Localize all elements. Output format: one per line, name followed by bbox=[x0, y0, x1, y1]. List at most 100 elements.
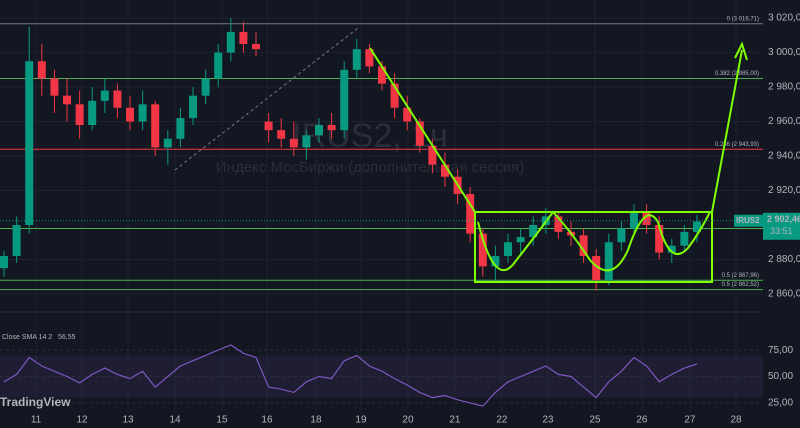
candle-body bbox=[138, 104, 147, 122]
candle-body bbox=[516, 237, 525, 243]
rsi-last: 56,55 bbox=[58, 334, 76, 341]
candle-body bbox=[302, 135, 311, 148]
fib-label: 0.5 (2 867,96) bbox=[722, 273, 759, 279]
arrow-head bbox=[734, 41, 748, 61]
candle-body bbox=[201, 78, 210, 96]
drawn-curve bbox=[477, 210, 711, 272]
x-tick-label: 20 bbox=[402, 415, 414, 426]
candle-body bbox=[327, 125, 336, 131]
candle-body bbox=[75, 104, 84, 125]
candle-body bbox=[88, 100, 97, 125]
symbol-label: IRUS2 bbox=[736, 216, 760, 225]
x-tick-label: 11 bbox=[31, 415, 42, 426]
x-tick-label: 23 bbox=[542, 415, 554, 426]
x-tick-label: 13 bbox=[122, 415, 134, 426]
candle-body bbox=[692, 221, 701, 232]
countdown: 33:51 bbox=[770, 226, 793, 236]
candle-body bbox=[315, 125, 324, 136]
candle-body bbox=[289, 138, 298, 148]
logo: TradingView bbox=[0, 395, 71, 409]
y-tick-label: 3 020,00 bbox=[768, 13, 800, 24]
x-tick-label: 19 bbox=[355, 415, 367, 426]
fib-label: 0 (3 016,71) bbox=[727, 16, 759, 22]
candle-body bbox=[554, 216, 563, 232]
candle-body bbox=[163, 138, 172, 148]
x-tick-label: 27 bbox=[684, 415, 696, 426]
candle-body bbox=[126, 107, 135, 122]
candle-body bbox=[0, 256, 9, 269]
candle-body bbox=[252, 43, 261, 50]
x-tick-label: 21 bbox=[449, 415, 461, 426]
candle-body bbox=[277, 130, 286, 139]
x-tick-label: 14 bbox=[169, 415, 181, 426]
y-tick-label: 2 980,00 bbox=[768, 82, 800, 93]
rsi-tick-label: 50,00 bbox=[768, 371, 793, 382]
rsi-line bbox=[3, 344, 698, 407]
candle-body bbox=[592, 256, 601, 281]
x-tick-label: 18 bbox=[310, 415, 322, 426]
candle-body bbox=[50, 78, 59, 96]
y-tick-label: 2 960,00 bbox=[768, 116, 800, 127]
candle-body bbox=[189, 95, 198, 119]
rsi-tick-label: 75,00 bbox=[768, 345, 793, 356]
candle-body bbox=[113, 90, 122, 108]
candle-body bbox=[428, 145, 437, 165]
y-tick-label: 2 860,00 bbox=[768, 289, 800, 300]
price-label: 2 902,46 bbox=[767, 214, 800, 224]
candle-body bbox=[226, 31, 235, 53]
candle-body bbox=[478, 233, 487, 267]
x-tick-label: 26 bbox=[636, 415, 648, 426]
y-tick-label: 2 940,00 bbox=[768, 151, 800, 162]
drawn-arrow bbox=[711, 49, 743, 213]
price-badge bbox=[763, 212, 800, 240]
rsi-label: Close SMA 14 2 bbox=[2, 334, 52, 341]
candle-body bbox=[440, 164, 449, 177]
y-tick-label: 3 000,00 bbox=[768, 47, 800, 58]
annotations bbox=[369, 41, 748, 283]
candle-body bbox=[529, 225, 538, 238]
candle-body bbox=[214, 52, 223, 79]
x-tick-label: 15 bbox=[216, 415, 228, 426]
candle-body bbox=[176, 118, 185, 139]
candle-body bbox=[491, 256, 500, 267]
candle-body bbox=[100, 90, 109, 101]
x-tick-label: 25 bbox=[589, 415, 601, 426]
candle-body bbox=[403, 107, 412, 122]
candle-body bbox=[378, 66, 387, 84]
x-tick-label: 12 bbox=[76, 415, 88, 426]
x-tick-label: 22 bbox=[496, 415, 508, 426]
candle-body bbox=[239, 31, 248, 44]
drawn-line bbox=[369, 47, 476, 213]
candle-body bbox=[680, 231, 689, 246]
candle-body bbox=[37, 61, 46, 79]
symbol-badge bbox=[734, 214, 763, 227]
candle-body bbox=[415, 121, 424, 146]
candle-body bbox=[604, 242, 613, 281]
candles bbox=[0, 18, 701, 291]
candle-body bbox=[25, 61, 34, 226]
candle-body bbox=[390, 83, 399, 108]
y-tick-label: 2 920,00 bbox=[768, 185, 800, 196]
candle-body bbox=[629, 211, 638, 229]
candle-body bbox=[642, 211, 651, 225]
candle-body bbox=[579, 235, 588, 257]
candle-body bbox=[63, 95, 72, 105]
candle-body bbox=[667, 245, 676, 253]
drawn-box bbox=[474, 211, 713, 283]
x-tick-label: 16 bbox=[261, 415, 273, 426]
watermark-subtitle: Индекс МосБиржи (дополнительная сессия) bbox=[216, 159, 524, 176]
y-tick-label: 2 880,00 bbox=[768, 254, 800, 265]
candle-body bbox=[12, 225, 21, 257]
fib-label: 0.236 (2 943,93) bbox=[715, 142, 759, 148]
candle-body bbox=[617, 228, 626, 243]
candle-body bbox=[466, 193, 475, 234]
candle-body bbox=[340, 69, 349, 131]
fib-label: 0.5 (2 862,52) bbox=[722, 282, 759, 288]
rsi-pane bbox=[0, 344, 763, 407]
x-tick-label: 28 bbox=[730, 415, 742, 426]
candle-body bbox=[352, 49, 361, 70]
